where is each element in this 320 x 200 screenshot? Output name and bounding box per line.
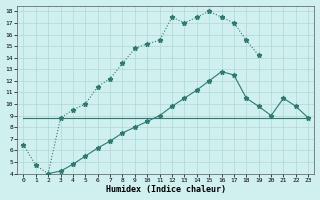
X-axis label: Humidex (Indice chaleur): Humidex (Indice chaleur) — [106, 185, 226, 194]
